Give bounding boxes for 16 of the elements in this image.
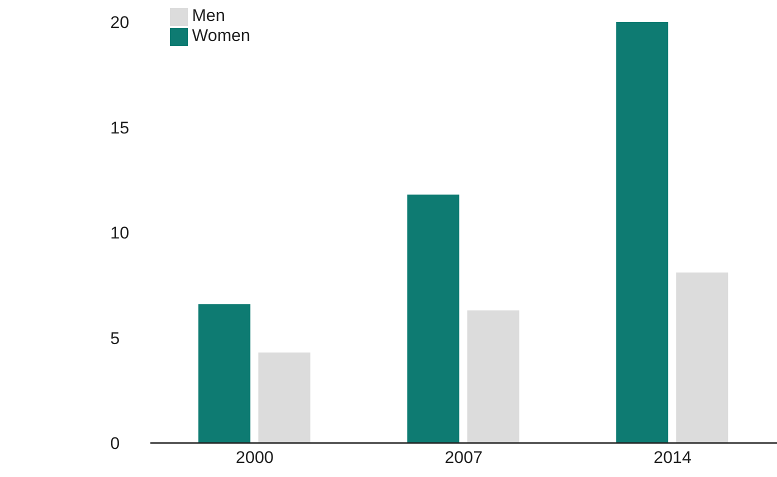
y-tick-label: 15 xyxy=(110,118,130,138)
bar xyxy=(198,304,250,443)
legend-label: Women xyxy=(192,26,250,45)
y-tick-label: 20 xyxy=(110,13,130,32)
bar xyxy=(676,272,728,443)
x-tick-label: 2007 xyxy=(444,448,483,468)
x-tick-label: 2000 xyxy=(236,448,274,468)
x-tick-label: 2014 xyxy=(654,448,692,468)
bar xyxy=(616,22,668,443)
bar xyxy=(407,194,460,443)
bar xyxy=(467,310,520,443)
bar xyxy=(258,352,310,443)
y-tick-label: 0 xyxy=(110,434,120,454)
y-tick-label: 5 xyxy=(110,328,120,348)
legend-label: Men xyxy=(192,6,226,25)
y-tick-label: 10 xyxy=(110,224,130,243)
